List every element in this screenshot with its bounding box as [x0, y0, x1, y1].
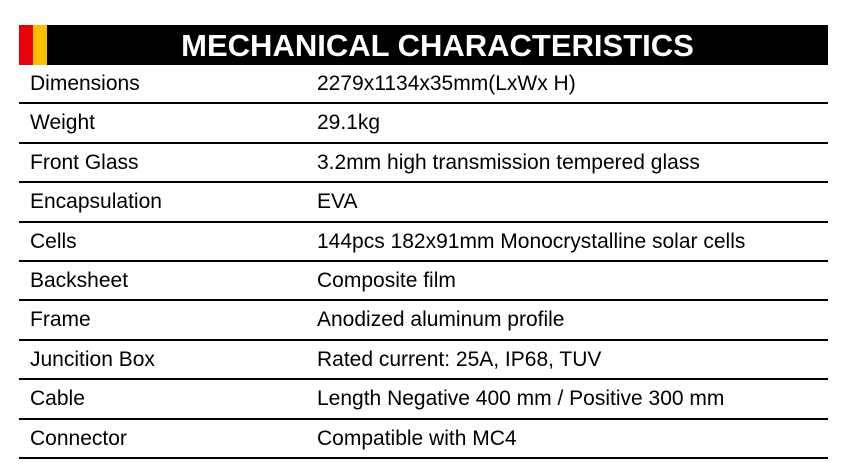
row-label: Weight — [30, 111, 95, 135]
row-label: Connector — [30, 426, 127, 450]
table-row: Frame Anodized aluminum profile — [19, 301, 828, 341]
table-row: Encapsulation EVA — [19, 183, 828, 223]
red-stripe — [19, 25, 33, 65]
table-row: Connector Compatible with MC4 — [19, 420, 828, 459]
table-row: Cells 144pcs 182x91mm Monocrystalline sol… — [19, 223, 828, 262]
row-label: Cells — [30, 229, 77, 253]
row-value: Length Negative 400 mm / Positive 300 mm — [317, 387, 725, 411]
row-value: 3.2mm high transmission tempered glass — [317, 150, 700, 174]
table-row: Dimensions 2279x1134x35mm(LxWx H) — [19, 65, 828, 105]
table-row: Front Glass 3.2mm high transmission tempe… — [19, 144, 828, 184]
row-value: 144pcs 182x91mm Monocrystalline solar ce… — [317, 229, 746, 253]
row-value: Rated current: 25A, IP68, TUV — [317, 347, 602, 371]
row-label: Cable — [30, 387, 85, 411]
row-label: Front Glass — [30, 150, 139, 174]
row-label: Encapsulation — [30, 190, 162, 214]
row-label: Frame — [30, 308, 91, 332]
table-row: Weight 29.1kg — [19, 104, 828, 144]
section-title: MECHANICAL CHARACTERISTICS — [181, 28, 694, 63]
table-row: Cable Length Negative 400 mm / Positive 3… — [19, 380, 828, 420]
row-value: Composite film — [317, 268, 456, 292]
row-value: 2279x1134x35mm(LxWx H) — [317, 72, 576, 95]
table-row: Juncition Box Rated current: 25A, IP68, T… — [19, 341, 828, 381]
table-row: Backsheet Composite film — [19, 262, 828, 302]
section-header: MECHANICAL CHARACTERISTICS — [19, 25, 828, 65]
yellow-stripe — [33, 25, 47, 65]
row-value: 29.1kg — [317, 111, 381, 135]
specs-table: Dimensions 2279x1134x35mm(LxWx H) Weight 29… — [19, 65, 828, 459]
row-label: Juncition Box — [30, 347, 155, 371]
row-label: Dimensions — [30, 72, 140, 95]
row-value: EVA — [317, 190, 358, 214]
row-label: Backsheet — [30, 268, 129, 292]
row-value: Compatible with MC4 — [317, 426, 517, 450]
row-value: Anodized aluminum profile — [317, 308, 565, 332]
